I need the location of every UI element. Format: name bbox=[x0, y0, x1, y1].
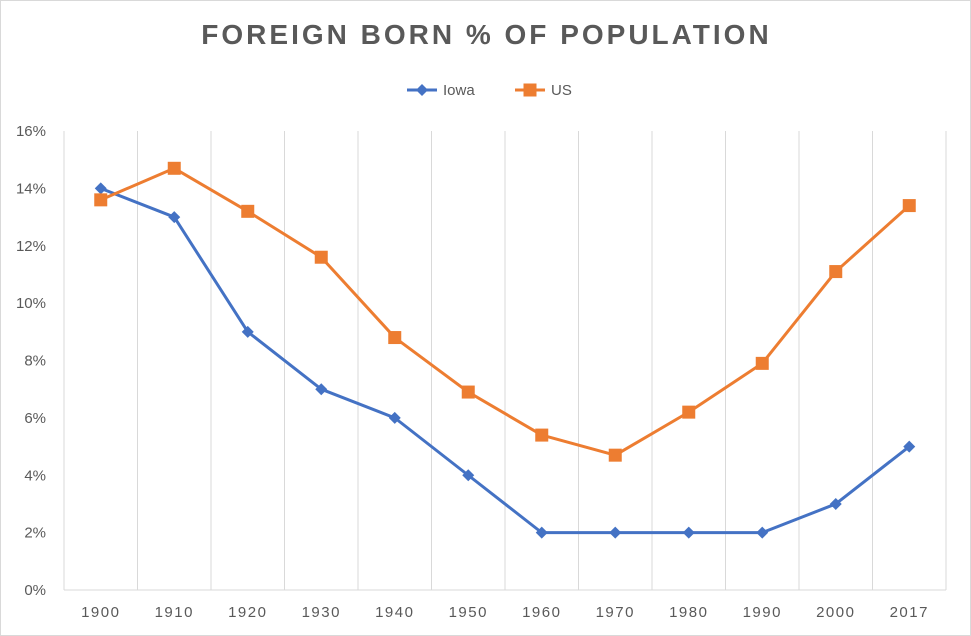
y-tick-labels: 0% 2% 4% 6% 8% 10% 12% 14% 16% bbox=[16, 123, 46, 599]
y-tick-label: 10% bbox=[16, 295, 46, 312]
data-point-iowa bbox=[168, 211, 181, 224]
x-tick-label: 2017 bbox=[890, 604, 929, 621]
data-point-us bbox=[682, 405, 696, 419]
legend-item-us: US bbox=[515, 82, 572, 99]
x-tick-label: 1960 bbox=[522, 604, 561, 621]
x-tick-label: 1990 bbox=[743, 604, 782, 621]
x-tick-label: 2000 bbox=[816, 604, 855, 621]
data-point-iowa bbox=[315, 383, 328, 396]
data-point-iowa bbox=[756, 526, 769, 539]
data-point-iowa bbox=[535, 526, 548, 539]
chart-title: FOREIGN BORN % OF POPULATION bbox=[201, 19, 772, 50]
data-point-iowa bbox=[829, 497, 842, 510]
y-tick-label: 14% bbox=[16, 180, 46, 197]
series-line-iowa bbox=[100, 186, 911, 535]
x-tick-label: 1950 bbox=[449, 604, 488, 621]
y-tick-label: 6% bbox=[24, 410, 46, 427]
data-point-iowa bbox=[94, 182, 107, 195]
y-tick-label: 4% bbox=[24, 467, 46, 484]
data-point-us bbox=[167, 161, 181, 175]
x-tick-label: 1980 bbox=[669, 604, 708, 621]
legend-label-iowa: Iowa bbox=[443, 82, 475, 99]
x-tick-label: 1910 bbox=[155, 604, 194, 621]
x-tick-label: 1940 bbox=[375, 604, 414, 621]
y-tick-label: 0% bbox=[24, 582, 46, 599]
series-lines bbox=[94, 161, 916, 539]
x-tick-label: 1930 bbox=[302, 604, 341, 621]
data-point-us bbox=[388, 331, 402, 345]
y-tick-label: 8% bbox=[24, 353, 46, 370]
series-iowa bbox=[94, 182, 916, 539]
x-tick-label: 1920 bbox=[228, 604, 267, 621]
data-point-us bbox=[755, 356, 769, 370]
legend-marker-us bbox=[523, 83, 537, 97]
data-point-iowa bbox=[609, 526, 622, 539]
data-point-iowa bbox=[903, 440, 916, 453]
legend-item-iowa: Iowa bbox=[407, 82, 475, 99]
data-point-us bbox=[241, 204, 255, 218]
data-point-us bbox=[902, 199, 916, 213]
y-tick-label: 16% bbox=[16, 123, 46, 140]
data-point-iowa bbox=[682, 526, 695, 539]
gridlines bbox=[63, 131, 947, 590]
data-point-us bbox=[94, 193, 108, 207]
legend: Iowa US bbox=[407, 82, 572, 99]
x-tick-label: 1900 bbox=[81, 604, 120, 621]
data-point-us bbox=[314, 250, 328, 264]
legend-label-us: US bbox=[551, 82, 572, 99]
data-point-us bbox=[829, 265, 843, 279]
series-us bbox=[94, 161, 916, 462]
data-point-us bbox=[535, 428, 549, 442]
data-point-us bbox=[608, 448, 622, 462]
data-point-us bbox=[461, 385, 475, 399]
series-line-us bbox=[100, 166, 911, 457]
legend-marker-iowa bbox=[416, 84, 428, 96]
y-tick-label: 2% bbox=[24, 525, 46, 542]
data-point-iowa bbox=[462, 469, 475, 482]
data-point-iowa bbox=[388, 411, 401, 424]
y-tick-label: 12% bbox=[16, 238, 46, 255]
data-point-iowa bbox=[241, 325, 254, 338]
x-tick-label: 1970 bbox=[596, 604, 635, 621]
x-tick-labels: 1900 1910 1920 1930 1940 1950 1960 1970 1980 1990… bbox=[81, 604, 929, 621]
